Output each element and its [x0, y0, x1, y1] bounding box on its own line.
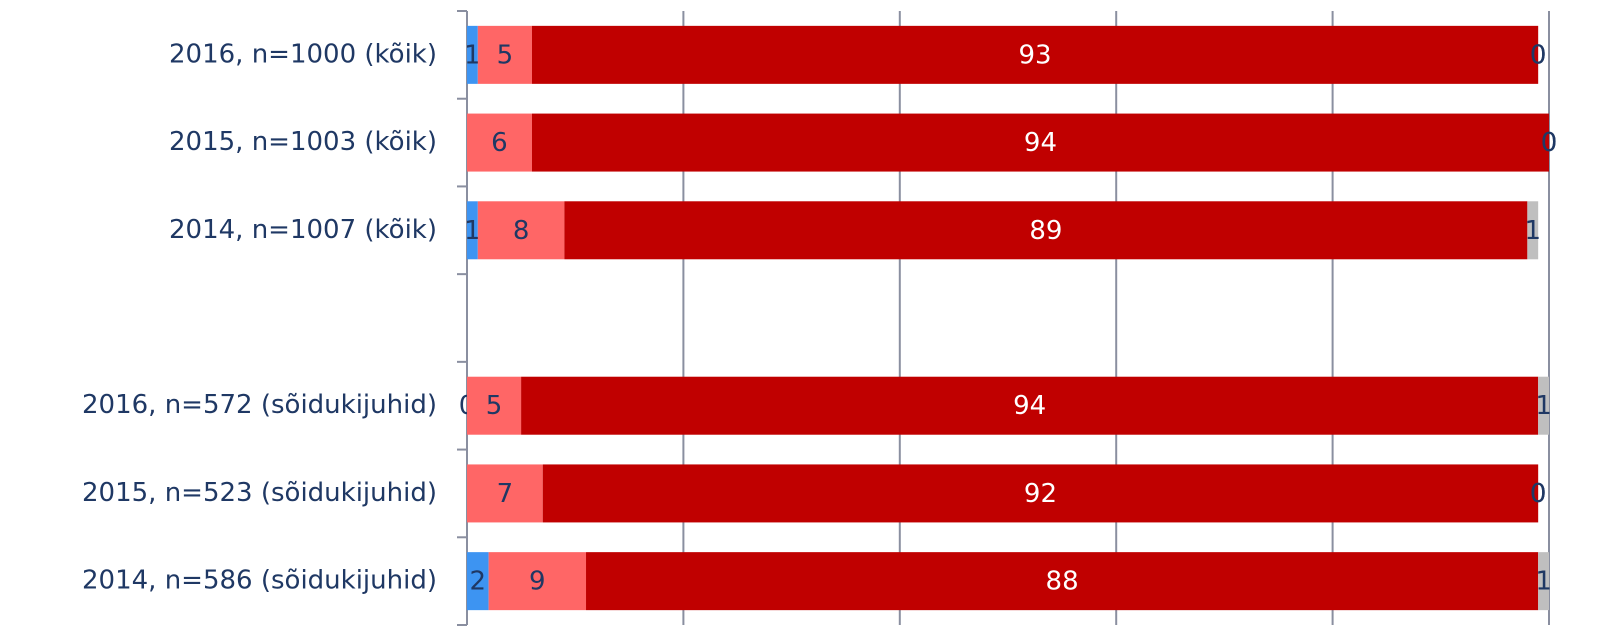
value-label: 94 — [1024, 128, 1057, 158]
bar-segment — [1538, 376, 1549, 435]
value-label: 0 — [1530, 40, 1547, 70]
value-label: 1 — [464, 40, 481, 70]
value-label: 88 — [1046, 567, 1079, 597]
bar-segment — [564, 201, 1528, 260]
bar-segment — [467, 201, 478, 260]
value-label: 8 — [513, 216, 530, 246]
bar-segment — [542, 464, 1539, 523]
value-label: 0 — [1530, 40, 1547, 70]
y-tick-label: 2014, n=1007 (kõik) — [169, 215, 437, 245]
y-tick-label: 2016, n=572 (sõidukijuhid) — [82, 390, 437, 420]
value-label: 1 — [1535, 567, 1552, 597]
value-label: 0 — [1530, 479, 1547, 509]
value-label: 1 — [1524, 216, 1541, 246]
bar-segment — [467, 376, 522, 435]
y-tick-label: 2016, n=1000 (kõik) — [169, 39, 437, 69]
bar-segment — [531, 25, 1539, 84]
bar-segment — [586, 552, 1539, 611]
bar-segment — [477, 25, 532, 84]
value-label: 5 — [497, 40, 514, 70]
bar-segment — [521, 376, 1539, 435]
value-label: 1 — [1535, 391, 1552, 421]
bar-segment — [467, 464, 543, 523]
bar-segment — [467, 25, 478, 84]
value-label: 0 — [1530, 479, 1547, 509]
bar-segment — [531, 113, 1549, 172]
value-label: 2 — [470, 567, 487, 597]
bar-segment — [467, 113, 532, 172]
value-label: 89 — [1029, 216, 1062, 246]
value-label: 0 — [1541, 128, 1558, 158]
bar-segment — [467, 552, 489, 611]
value-label: 93 — [1019, 40, 1052, 70]
value-label: 92 — [1024, 479, 1057, 509]
y-tick-label: 2015, n=523 (sõidukijuhid) — [82, 478, 437, 508]
y-tick-label: 2015, n=1003 (kõik) — [169, 127, 437, 157]
value-label: 0 — [1541, 128, 1558, 158]
bar-segment — [1527, 201, 1539, 260]
value-label: 9 — [529, 567, 546, 597]
value-label: 5 — [486, 391, 503, 421]
bar-segment — [488, 552, 587, 611]
y-tick-label: 2014, n=586 (sõidukijuhid) — [82, 566, 437, 596]
bar-segment — [1538, 552, 1549, 611]
value-label: 94 — [1013, 391, 1046, 421]
value-label: 6 — [491, 128, 508, 158]
value-label: 1 — [464, 216, 481, 246]
value-label: 7 — [497, 479, 514, 509]
bar-segment — [477, 201, 565, 260]
